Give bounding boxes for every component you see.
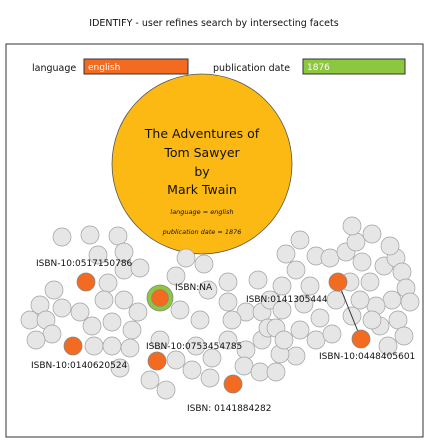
result-bubble bbox=[191, 311, 209, 329]
result-bubble bbox=[277, 245, 295, 263]
result-bubble bbox=[43, 325, 61, 343]
result-node[interactable] bbox=[77, 273, 95, 291]
book-title-line-1: The Adventures of bbox=[144, 126, 260, 141]
result-bubble bbox=[195, 255, 213, 273]
result-node[interactable] bbox=[152, 290, 169, 307]
result-bubble bbox=[123, 321, 141, 339]
result-bubble bbox=[219, 273, 237, 291]
result-bubble bbox=[291, 321, 309, 339]
language-facet-value: english bbox=[88, 63, 120, 73]
result-bubble bbox=[71, 303, 89, 321]
result-bubble bbox=[157, 381, 175, 399]
result-bubble bbox=[53, 228, 71, 246]
result-bubble bbox=[347, 233, 365, 251]
result-bubble bbox=[383, 291, 401, 309]
result-bubble bbox=[45, 281, 63, 299]
result-bubble bbox=[287, 261, 305, 279]
result-bubble bbox=[103, 313, 121, 331]
result-label: ISBN-10:0753454785 bbox=[146, 342, 242, 352]
result-node[interactable] bbox=[64, 337, 82, 355]
result-bubble bbox=[275, 331, 293, 349]
result-bubble bbox=[103, 337, 121, 355]
result-label: ISBN:0141305444 bbox=[246, 295, 328, 305]
result-bubble bbox=[167, 351, 185, 369]
result-bubble bbox=[311, 309, 329, 327]
result-bubble bbox=[85, 337, 103, 355]
result-bubble bbox=[27, 331, 45, 349]
page-title: IDENTIFY - user refines search by inters… bbox=[89, 18, 338, 29]
publication-date-facet-label: publication date bbox=[213, 63, 290, 74]
book-language-facet: language = english bbox=[170, 208, 233, 216]
result-label: ISBN-10:0140620524 bbox=[31, 361, 128, 371]
result-bubble bbox=[219, 293, 237, 311]
result-bubble bbox=[99, 274, 117, 292]
result-bubble bbox=[287, 347, 305, 365]
result-bubble bbox=[351, 291, 369, 309]
result-bubble bbox=[235, 357, 253, 375]
result-bubble bbox=[53, 299, 71, 317]
result-label: ISBN-10:0517150786 bbox=[36, 259, 133, 269]
result-bubble bbox=[401, 293, 419, 311]
language-facet-label: language bbox=[32, 63, 76, 74]
result-bubble bbox=[223, 311, 241, 329]
result-label: ISBN: 0141884282 bbox=[187, 404, 271, 414]
publication-date-facet-value: 1876 bbox=[307, 63, 330, 73]
result-bubble bbox=[81, 226, 99, 244]
result-bubble bbox=[343, 217, 361, 235]
result-node[interactable] bbox=[352, 330, 370, 348]
result-bubble bbox=[177, 249, 195, 267]
book-title-line-3: by bbox=[194, 164, 210, 179]
result-bubble bbox=[395, 327, 413, 345]
result-bubble bbox=[363, 225, 381, 243]
book-author: Mark Twain bbox=[167, 182, 237, 197]
result-bubble bbox=[115, 291, 133, 309]
result-bubble bbox=[361, 273, 379, 291]
result-bubble bbox=[363, 311, 381, 329]
result-bubble bbox=[83, 317, 101, 335]
result-bubble bbox=[249, 271, 267, 289]
result-bubble bbox=[109, 227, 127, 245]
result-bubble bbox=[251, 363, 269, 381]
book-date-facet: publication date = 1876 bbox=[162, 228, 242, 236]
result-bubble bbox=[141, 371, 159, 389]
result-bubble bbox=[21, 311, 39, 329]
result-bubble bbox=[121, 339, 139, 357]
result-bubble bbox=[323, 325, 341, 343]
result-bubble bbox=[267, 363, 285, 381]
result-bubble bbox=[291, 231, 309, 249]
result-node[interactable] bbox=[224, 375, 242, 393]
result-label: ISBN-10:0448405601 bbox=[319, 352, 415, 362]
result-bubble bbox=[95, 291, 113, 309]
result-label: ISBN:NA bbox=[175, 283, 213, 293]
book-title-line-2: Tom Sawyer bbox=[163, 145, 240, 160]
result-bubble bbox=[273, 277, 291, 295]
result-bubble bbox=[353, 253, 371, 271]
result-bubble bbox=[321, 249, 339, 267]
result-bubble bbox=[389, 311, 407, 329]
result-bubble bbox=[171, 301, 189, 319]
result-bubble bbox=[131, 259, 149, 277]
result-bubble bbox=[307, 331, 325, 349]
result-bubble bbox=[183, 361, 201, 379]
result-bubble bbox=[393, 263, 411, 281]
result-bubble bbox=[201, 369, 219, 387]
result-bubble bbox=[129, 303, 147, 321]
result-bubble bbox=[301, 277, 319, 295]
result-node[interactable] bbox=[148, 352, 166, 370]
result-bubble bbox=[381, 237, 399, 255]
result-node[interactable] bbox=[329, 273, 347, 291]
